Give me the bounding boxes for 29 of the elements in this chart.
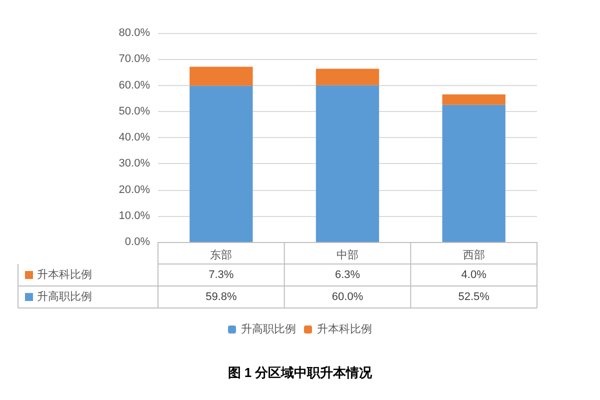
bar (316, 85, 380, 242)
bar (442, 104, 506, 242)
bar (190, 86, 253, 242)
data-label: 7.3% (208, 269, 234, 281)
y-tick-label: 40.0% (118, 132, 150, 144)
y-tick-label: 80.0% (118, 27, 150, 39)
data-label: 59.8% (206, 291, 237, 303)
legend-label: 升本科比例 (37, 268, 92, 281)
y-tick-label: 60.0% (118, 79, 150, 92)
y-tick-label: 50.0% (118, 105, 150, 118)
y-tick-label: 0.0% (124, 236, 150, 248)
data-label: 60.0% (332, 291, 364, 303)
y-tick-label: 10.0% (118, 210, 150, 222)
text: 图 1 分区域中职升本情况 (228, 365, 374, 380)
text: 升高职比例 (37, 291, 92, 303)
bar (190, 66, 253, 86)
x-tick-label: 西部 (462, 248, 485, 262)
bar (442, 94, 506, 105)
data-label: 52.5% (458, 291, 490, 303)
legend-label: 升高职比例 (241, 322, 296, 336)
data-label: 6.3% (334, 269, 360, 281)
x-tick-label: 东部 (210, 248, 232, 262)
y-tick-label: 70.0% (118, 53, 150, 66)
y-tick-label: 20.0% (118, 184, 150, 196)
y-tick-label: 30.0% (118, 158, 150, 170)
data-label: 4.0% (461, 269, 487, 281)
bar (316, 68, 380, 86)
x-tick-label: 中部 (336, 248, 358, 262)
text: 升本科比例 (317, 324, 372, 336)
